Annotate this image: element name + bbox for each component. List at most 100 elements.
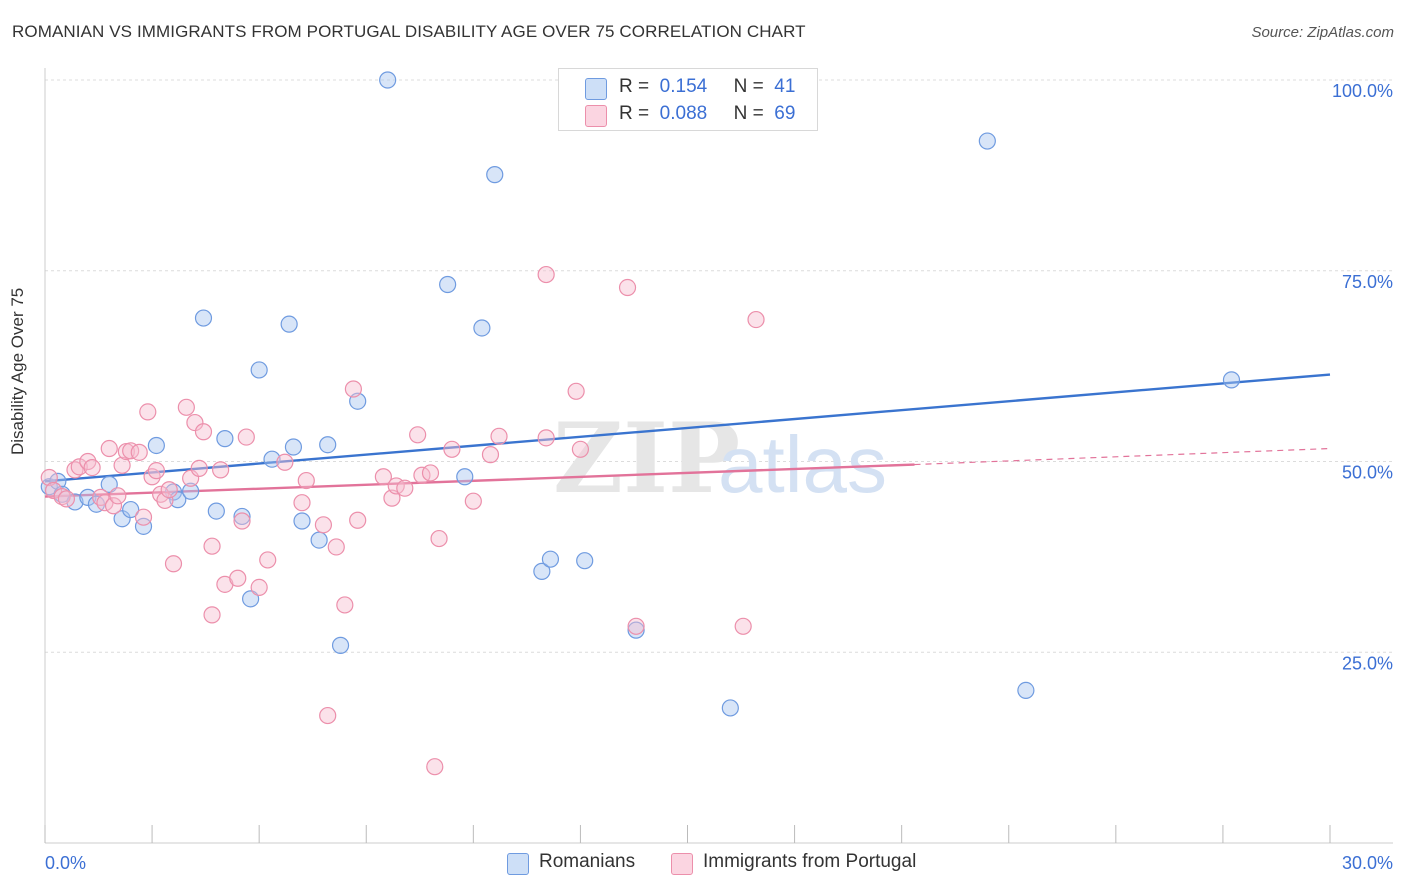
point-romanians xyxy=(207,502,225,520)
point-romanians xyxy=(182,482,200,500)
y-axis-label: Disability Age Over 75 xyxy=(8,287,27,455)
point-portugal xyxy=(130,443,148,461)
y-tick-label: 75.0% xyxy=(1342,272,1393,292)
point-romanians xyxy=(250,361,268,379)
legend-swatch-romanians xyxy=(585,78,607,100)
point-portugal xyxy=(443,440,461,458)
point-romanians xyxy=(319,436,337,454)
watermark-atlas: atlas xyxy=(718,420,887,509)
gridlines xyxy=(45,79,1393,653)
point-portugal xyxy=(567,382,585,400)
point-portugal xyxy=(734,617,752,635)
point-portugal xyxy=(203,606,221,624)
point-portugal xyxy=(100,439,118,458)
point-romanians xyxy=(310,531,328,549)
legend-label-romanians: Romanians xyxy=(539,851,636,872)
watermark-zip: ZIP xyxy=(553,402,740,515)
legend-swatch-romanians xyxy=(507,853,529,875)
point-romanians xyxy=(194,309,213,327)
point-portugal xyxy=(250,578,268,596)
point-portugal xyxy=(327,538,345,556)
tick-labels: 25.0% 50.0% 75.0% 100.0% 0.0% 30.0% xyxy=(45,81,1393,873)
point-portugal xyxy=(276,453,294,471)
y-tick-label: 50.0% xyxy=(1342,463,1393,483)
point-portugal xyxy=(259,551,277,569)
data-points xyxy=(40,71,1241,776)
trendlines xyxy=(44,373,1331,498)
legend-r-label: R = xyxy=(619,103,650,124)
x-tick-label: 30.0% xyxy=(1342,853,1393,873)
axes xyxy=(44,68,1393,844)
legend-r-value: 0.088 xyxy=(659,103,708,124)
point-portugal xyxy=(314,516,333,534)
point-romanians xyxy=(280,315,298,333)
point-romanians xyxy=(293,512,311,530)
point-portugal xyxy=(747,310,765,329)
point-portugal xyxy=(44,481,63,500)
point-romanians xyxy=(439,275,457,294)
point-portugal xyxy=(229,569,247,587)
point-portugal xyxy=(134,508,153,526)
point-portugal xyxy=(481,446,500,464)
point-romanians xyxy=(576,552,594,570)
point-portugal xyxy=(237,428,255,446)
legend-r-value: 0.154 xyxy=(659,76,708,97)
point-portugal xyxy=(336,596,354,614)
chart-title: ROMANIAN VS IMMIGRANTS FROM PORTUGAL DIS… xyxy=(12,22,806,41)
point-romanians xyxy=(1222,371,1241,389)
point-portugal xyxy=(421,464,440,482)
point-portugal xyxy=(344,380,362,398)
point-romanians xyxy=(216,430,234,448)
point-portugal xyxy=(83,459,101,477)
point-romanians xyxy=(122,500,140,519)
legend-n-value: 41 xyxy=(774,76,796,97)
correlation-legend: R = 0.154 N = 41 R = 0.088 N = 69 xyxy=(558,68,818,131)
source-label: Source: ZipAtlas.com xyxy=(1251,24,1394,41)
point-portugal xyxy=(627,617,645,635)
point-portugal xyxy=(177,398,195,416)
y-tick-label: 25.0% xyxy=(1342,653,1393,673)
point-portugal xyxy=(156,491,174,510)
trendline-romanians xyxy=(44,373,1331,483)
point-portugal xyxy=(233,512,251,530)
point-portugal xyxy=(464,492,482,510)
point-romanians xyxy=(284,438,303,456)
legend-swatch-portugal xyxy=(585,105,607,127)
point-portugal xyxy=(203,537,221,555)
point-portugal xyxy=(113,456,131,474)
point-romanians xyxy=(79,488,97,506)
point-portugal xyxy=(57,490,76,508)
point-portugal xyxy=(104,497,123,515)
point-romanians xyxy=(456,468,474,486)
point-romanians xyxy=(263,450,281,468)
point-portugal xyxy=(618,278,637,297)
point-portugal xyxy=(426,758,444,776)
point-romanians xyxy=(113,510,131,528)
point-portugal xyxy=(537,265,555,284)
point-romanians xyxy=(379,71,397,89)
point-portugal xyxy=(319,706,337,725)
point-portugal xyxy=(160,481,178,499)
legend-n-label: N = xyxy=(733,103,764,124)
legend-swatch-portugal xyxy=(671,853,693,875)
point-romanians xyxy=(134,517,153,535)
point-portugal xyxy=(571,440,590,458)
point-portugal xyxy=(212,461,230,479)
trendline-portugal xyxy=(44,463,915,498)
point-portugal xyxy=(293,494,311,512)
legend-n-value: 69 xyxy=(774,103,796,124)
point-romanians xyxy=(100,475,118,493)
point-portugal xyxy=(70,458,88,476)
trendline-portugal-dashed xyxy=(914,447,1331,466)
x-tick-label: 0.0% xyxy=(45,853,86,873)
point-romanians xyxy=(242,590,260,608)
point-romanians xyxy=(331,636,350,654)
watermark: ZIP atlas xyxy=(553,402,887,515)
point-portugal xyxy=(537,429,555,447)
point-romanians xyxy=(721,699,739,717)
point-romanians xyxy=(233,507,251,526)
point-romanians xyxy=(533,562,551,580)
point-romanians xyxy=(486,166,504,184)
point-portugal xyxy=(297,471,315,490)
point-portugal xyxy=(164,555,183,573)
